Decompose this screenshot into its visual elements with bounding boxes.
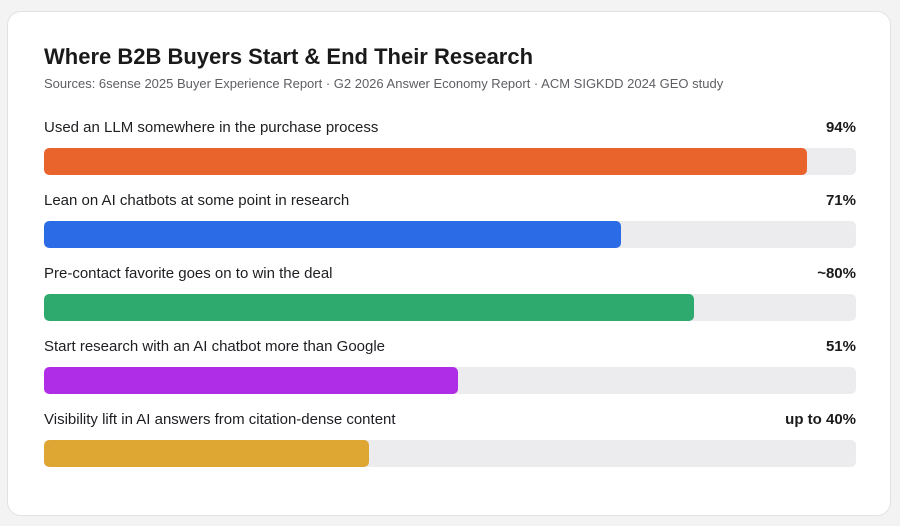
bar-label: Visibility lift in AI answers from citat… [44,411,396,428]
bar-value-label: up to 40% [785,411,856,428]
bar [44,440,369,467]
bar-value-label: 71% [825,192,856,209]
chart-title: Where B2B Buyers Start & End Their Resea… [44,44,534,69]
bar-label: Pre-contact favorite goes on to win the … [44,265,333,282]
bar-track [44,367,856,394]
bar-track [44,148,856,175]
bar [44,148,807,175]
bar-label: Used an LLM somewhere in the purchase pr… [44,119,379,136]
bar-row: Visibility lift in AI answers from citat… [44,411,856,467]
bar-row: Pre-contact favorite goes on to win the … [44,265,856,321]
bar-row: Start research with an AI chatbot more t… [44,338,856,394]
bar-value-label: 51% [825,338,856,355]
bar-row: Lean on AI chatbots at some point in res… [44,192,856,248]
bar [44,294,694,321]
bar-track [44,294,856,321]
bar-track [44,440,856,467]
bar-label: Lean on AI chatbots at some point in res… [44,192,350,209]
bar [44,367,458,394]
bar-track [44,221,856,248]
chart-subtitle: Sources: 6sense 2025 Buyer Experience Re… [44,76,724,91]
bar-label: Start research with an AI chatbot more t… [44,338,386,355]
chart-card: Where B2B Buyers Start & End Their Resea… [7,11,891,516]
bar-row: Used an LLM somewhere in the purchase pr… [44,119,856,175]
bar [44,221,621,248]
bar-value-label: ~80% [817,265,856,282]
bar-value-label: 94% [825,119,856,136]
